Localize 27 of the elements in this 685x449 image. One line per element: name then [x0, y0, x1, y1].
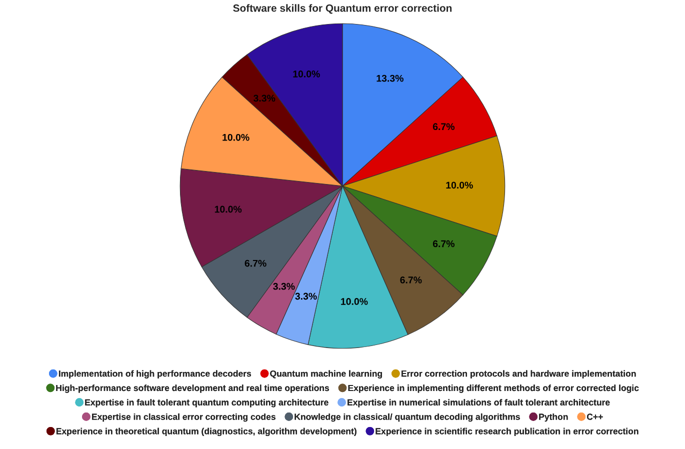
- legend-label: Expertise in fault tolerant quantum computing architecture: [85, 399, 328, 408]
- legend-label: High-performance software development and real time operations: [56, 384, 330, 393]
- chart-title: Software skills for Quantum error correction: [233, 4, 452, 14]
- data-label: 3.3%: [273, 282, 295, 290]
- data-label: 10.0%: [214, 206, 242, 213]
- data-label: 6.7%: [244, 260, 266, 267]
- data-label: 10.0%: [446, 182, 473, 189]
- data-label: 3.3%: [295, 292, 317, 300]
- data-label: 10.0%: [222, 134, 250, 141]
- data-label: 10.0%: [293, 70, 320, 78]
- legend-label: Implementation of high performance decoders: [58, 370, 252, 378]
- data-label: 3.3%: [254, 94, 276, 102]
- data-label: 10.0%: [341, 298, 368, 305]
- data-label: 6.7%: [432, 123, 455, 130]
- data-label: 6.7%: [400, 276, 422, 284]
- legend-label: Python: [539, 413, 568, 422]
- legend-label: Experience in scientific research publication in error correction: [376, 428, 638, 436]
- legend-label: Experience in theoretical quantum (diagnostics, algorithm development): [56, 428, 356, 436]
- legend-label: Knowledge in classical/ quantum decoding algorithms: [294, 413, 520, 422]
- data-label: 6.7%: [432, 240, 455, 248]
- legend-label: Quantum machine learning: [270, 370, 382, 378]
- legend-label: Expertise in numerical simulations of fault tolerant architecture: [348, 399, 610, 408]
- legend-label: C++: [586, 414, 603, 420]
- legend-label: Experience in implementing different methods of error corrected logic: [348, 384, 639, 393]
- legend-label: Error correction protocols and hardware implementation: [402, 370, 636, 378]
- legend-label: Expertise in classical error correcting codes: [92, 413, 276, 422]
- data-label: 13.3%: [376, 74, 404, 82]
